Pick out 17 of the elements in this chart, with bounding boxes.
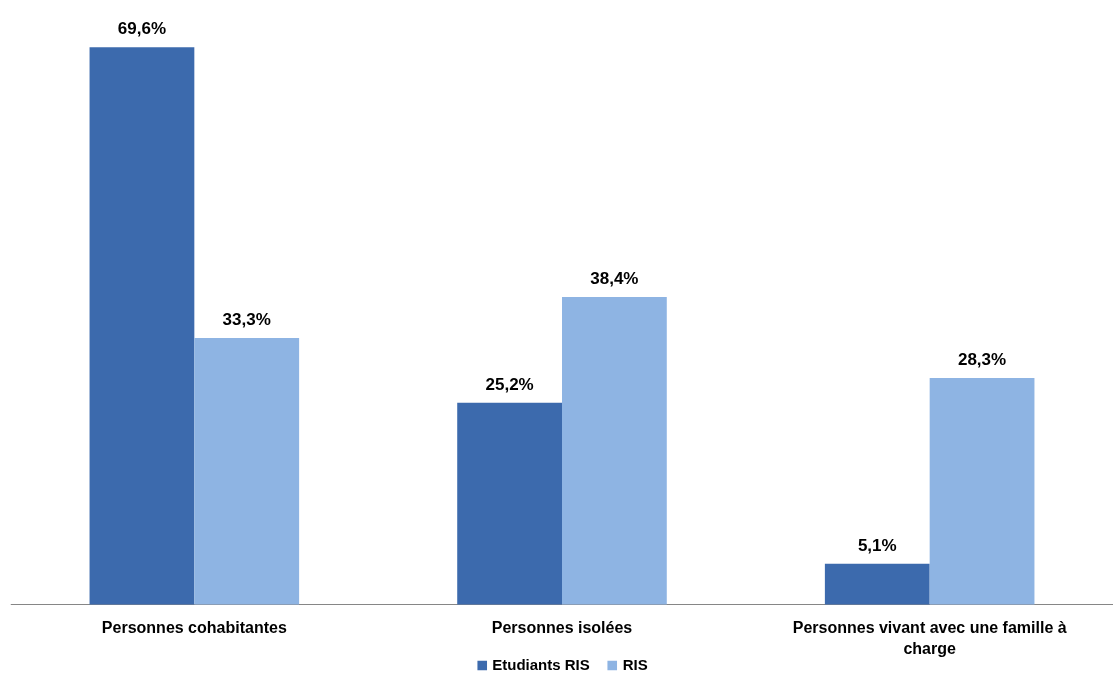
legend-label: RIS xyxy=(622,656,648,673)
data-label: 28,3% xyxy=(957,349,1007,369)
x-tick-label: Personnes vivant avec une famille à charge xyxy=(792,618,1067,657)
data-label: 33,3% xyxy=(222,309,271,329)
x-tick-label: Personnes cohabitantes xyxy=(101,618,287,636)
data-label: 38,4% xyxy=(590,269,639,289)
bar xyxy=(194,337,300,605)
bar xyxy=(824,563,930,605)
bar xyxy=(457,402,562,605)
bar xyxy=(89,47,195,605)
x-tick-label: Personnes isolées xyxy=(491,618,633,636)
data-label: 69,6% xyxy=(117,19,167,39)
data-label: 5,1% xyxy=(857,535,897,555)
data-label: 25,2% xyxy=(485,374,534,394)
bar xyxy=(929,377,1035,605)
bar xyxy=(562,297,667,605)
legend-label: Etudiants RIS xyxy=(492,656,590,673)
